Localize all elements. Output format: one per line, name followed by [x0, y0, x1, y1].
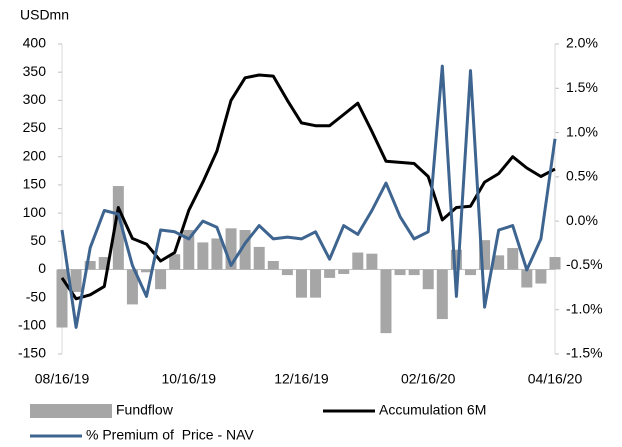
bar [521, 269, 533, 288]
y2-tick-label: -1.5% [566, 345, 603, 361]
bar [479, 240, 491, 270]
bar [422, 269, 434, 290]
bar [253, 246, 265, 270]
bar [84, 261, 96, 270]
y2-tick-label: 1.0% [566, 123, 598, 139]
y2-tick-label: -1.0% [566, 300, 603, 316]
bar [338, 269, 350, 274]
x-tick-label: 08/16/19 [35, 371, 90, 387]
bar [324, 269, 336, 278]
y2-tick-label: 0.5% [566, 168, 598, 184]
y-tick-label: 350 [23, 63, 47, 79]
bar [281, 269, 293, 276]
x-tick-label: 10/16/19 [162, 371, 217, 387]
bar [394, 269, 406, 276]
x-tick-label: 12/16/19 [274, 371, 329, 387]
bar [197, 242, 209, 270]
bar [239, 230, 251, 270]
bar [436, 269, 448, 320]
x-tick-label: 04/16/20 [528, 371, 583, 387]
y-tick-label: 400 [23, 35, 47, 51]
bar [464, 269, 476, 276]
bar [70, 269, 82, 292]
y2-tick-label: 0.0% [566, 212, 598, 228]
bar [366, 253, 378, 270]
bar [549, 257, 561, 270]
legend-swatch [30, 404, 112, 418]
bar [535, 269, 547, 284]
bar [493, 255, 505, 270]
bar [98, 257, 110, 270]
x-tick-label: 02/16/20 [401, 371, 456, 387]
bar [112, 186, 124, 270]
y-axis-label: USDmn [20, 7, 69, 23]
y-tick-label: -150 [18, 345, 46, 361]
y-tick-label: 200 [23, 147, 47, 163]
bar [155, 269, 167, 290]
bar [225, 228, 237, 270]
bar [126, 269, 138, 305]
bar [56, 269, 68, 328]
bar [183, 230, 195, 270]
y-tick-label: 250 [23, 119, 47, 135]
bar [310, 269, 322, 298]
line [60, 73, 556, 301]
y-tick-label: 100 [23, 204, 47, 220]
y2-tick-label: 2.0% [566, 35, 598, 51]
y-tick-label: 150 [23, 176, 47, 192]
bar [352, 252, 364, 270]
bar [169, 254, 181, 270]
bar [267, 261, 279, 270]
bar [408, 269, 420, 276]
y-tick-label: 50 [30, 232, 46, 248]
legend-label: Accumulation 6M [379, 402, 486, 418]
bar [380, 269, 392, 334]
y-tick-label: 0 [38, 260, 46, 276]
bar [450, 249, 462, 270]
bar [507, 248, 519, 270]
y-tick-label: -50 [26, 288, 46, 304]
bar [211, 238, 223, 270]
legend-label: % Premium of Price - NAV [86, 427, 254, 443]
bar [141, 269, 153, 273]
line [60, 64, 557, 329]
y2-tick-label: 1.5% [566, 79, 598, 95]
y-tick-label: -100 [18, 317, 46, 333]
y-tick-label: 300 [23, 91, 47, 107]
bar [295, 269, 307, 298]
legend-label: Fundflow [116, 402, 174, 418]
y2-tick-label: -0.5% [566, 256, 603, 272]
